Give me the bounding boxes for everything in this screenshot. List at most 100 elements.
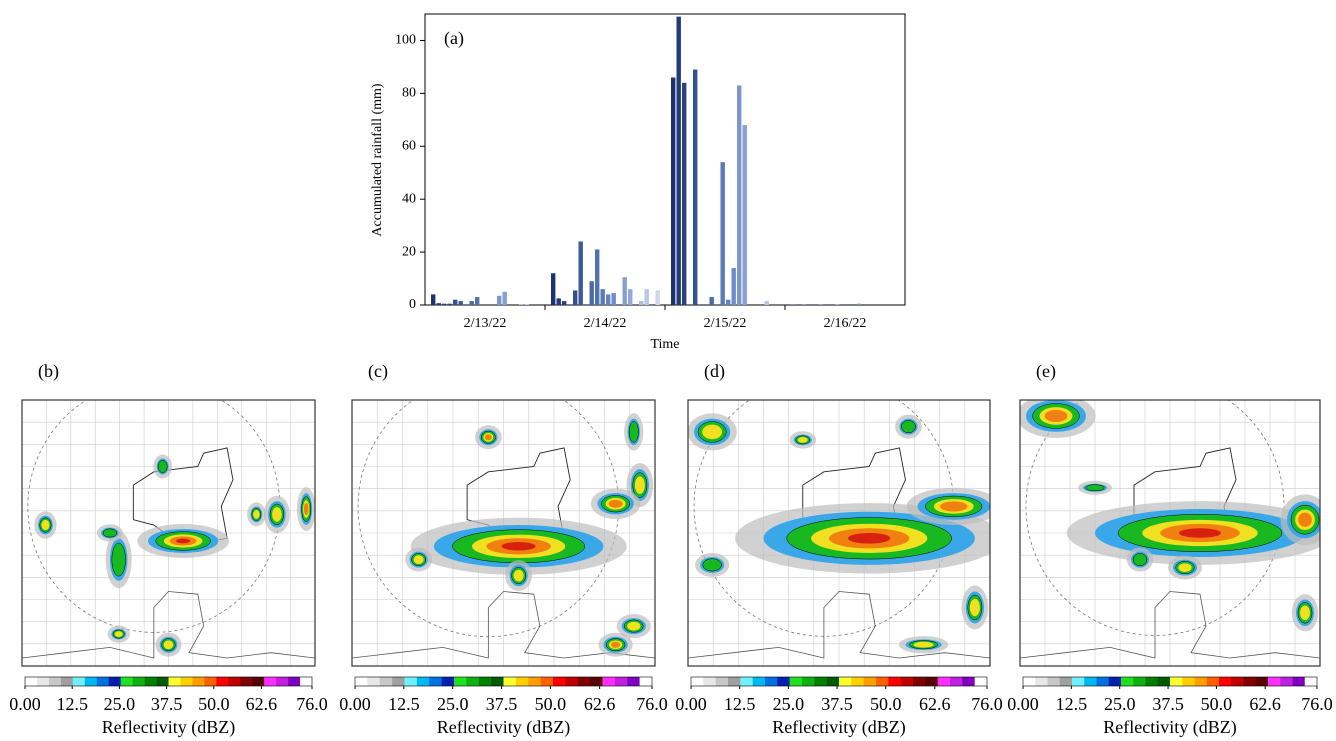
colorbar-cell <box>839 677 852 686</box>
colorbar-cell <box>614 677 628 686</box>
colorbar-cell <box>1280 677 1293 686</box>
colorbar-cell <box>240 677 253 686</box>
map-frame <box>21 399 316 667</box>
colorbar-cell <box>72 677 86 686</box>
colorbar-cell <box>765 677 778 686</box>
bar <box>835 304 840 305</box>
colorbar-cell <box>802 677 815 686</box>
bar <box>458 301 463 305</box>
radar-range <box>1025 400 1285 636</box>
colorbar-cell <box>216 677 229 686</box>
x-axis-label: Time <box>650 337 679 352</box>
colorbar-cell <box>528 677 541 686</box>
y-tick-label: 100 <box>395 33 416 48</box>
colorbar-cell <box>36 677 50 686</box>
radar-map <box>688 400 990 666</box>
echo <box>797 436 808 443</box>
echo <box>272 507 282 522</box>
echo <box>848 533 891 544</box>
bar <box>562 301 567 305</box>
colorbar-tick-label: 12.5 <box>724 694 756 714</box>
colorbar-cell <box>590 677 603 686</box>
echo <box>1179 528 1221 538</box>
colorbar-cell <box>950 677 963 686</box>
y-tick-label: 80 <box>402 86 416 101</box>
colorbar-cell <box>192 677 205 686</box>
x-tick-label: 2/13/22 <box>464 316 507 331</box>
colorbar-tick-label: 76.0 <box>296 694 328 714</box>
bar <box>431 294 436 305</box>
colorbar-label: Reflectivity (dBZ) <box>102 717 235 738</box>
colorbar-frame <box>354 676 653 687</box>
colorbar-tick-label: 37.5 <box>1152 694 1184 714</box>
x-tick-label: 2/14/22 <box>584 316 627 331</box>
colorbar-cell <box>826 677 840 686</box>
colorbar-cell <box>416 677 430 686</box>
bar <box>556 298 561 305</box>
colorbar-tick-label: 25.0 <box>437 694 469 714</box>
colorbar-cell <box>937 677 951 686</box>
colorbar-cell <box>379 677 393 686</box>
bar <box>611 293 616 305</box>
colorbar-cell <box>168 677 181 686</box>
colorbar-cell <box>264 677 277 686</box>
y-tick-label: 40 <box>402 191 416 206</box>
x-tick-label: 2/16/22 <box>824 316 867 331</box>
colorbar-cell <box>962 677 975 686</box>
bar <box>606 294 611 305</box>
colorbar-label: Reflectivity (dBZ) <box>772 717 905 738</box>
colorbar-cell <box>466 677 480 686</box>
colorbar-cell <box>288 677 301 686</box>
echo <box>702 424 723 440</box>
echo <box>114 631 123 638</box>
colorbar-cell <box>925 677 938 686</box>
y-tick-label: 60 <box>402 138 416 153</box>
echo <box>1132 553 1148 567</box>
echo <box>608 499 623 508</box>
bar <box>578 241 583 305</box>
bar <box>595 249 600 305</box>
x-tick-label: 2/15/22 <box>704 316 747 331</box>
echo <box>513 569 524 582</box>
colorbar-cell <box>392 677 405 686</box>
bar <box>639 301 644 305</box>
colorbar-cell <box>1121 677 1134 686</box>
colorbar-tick-label: 62.6 <box>1249 694 1281 714</box>
radar-panel: (b) 0.00 12.5 25.0 37.5 50.0 62.6 76.0 Reflectiv… <box>9 361 328 738</box>
echo <box>484 434 492 441</box>
colorbar-tick-label: 25.0 <box>104 694 136 714</box>
colorbar-cell <box>1157 677 1171 686</box>
bar <box>469 301 474 305</box>
panel-label: (c) <box>368 361 388 382</box>
bar <box>628 289 633 305</box>
echo <box>163 640 174 650</box>
colorbar-cell <box>404 677 418 686</box>
colorbar-cell <box>1219 677 1232 686</box>
colorbar-cell <box>1145 677 1159 686</box>
colorbar-cell <box>1243 677 1257 686</box>
echo <box>969 598 980 617</box>
annotation: (a) <box>444 28 464 49</box>
colorbar-cell <box>120 677 133 686</box>
colorbar-cell <box>789 677 803 686</box>
colorbar-tick-label: 12.5 <box>1056 694 1088 714</box>
echo <box>627 621 641 631</box>
basin-outline <box>132 447 234 547</box>
bar <box>502 291 507 305</box>
colorbar-cell <box>441 677 455 686</box>
colorbar-cell <box>728 677 741 686</box>
bar <box>524 304 529 305</box>
bar <box>818 304 823 305</box>
echo <box>1044 409 1068 423</box>
colorbar-cell <box>1255 677 1269 686</box>
colorbar-cell <box>703 677 716 686</box>
colorbar-cell <box>228 677 241 686</box>
radar-panel: (d) 0.00 12.5 25.0 37.5 50.0 62.6 76.0 Reflectiv… <box>675 361 1003 738</box>
colorbar-frame <box>24 676 313 687</box>
echo <box>1085 484 1105 492</box>
colorbar-cell <box>1206 677 1220 686</box>
colorbar-cell <box>577 677 591 686</box>
colorbar-cell <box>1023 677 1036 686</box>
y-tick-label: 0 <box>409 297 416 312</box>
